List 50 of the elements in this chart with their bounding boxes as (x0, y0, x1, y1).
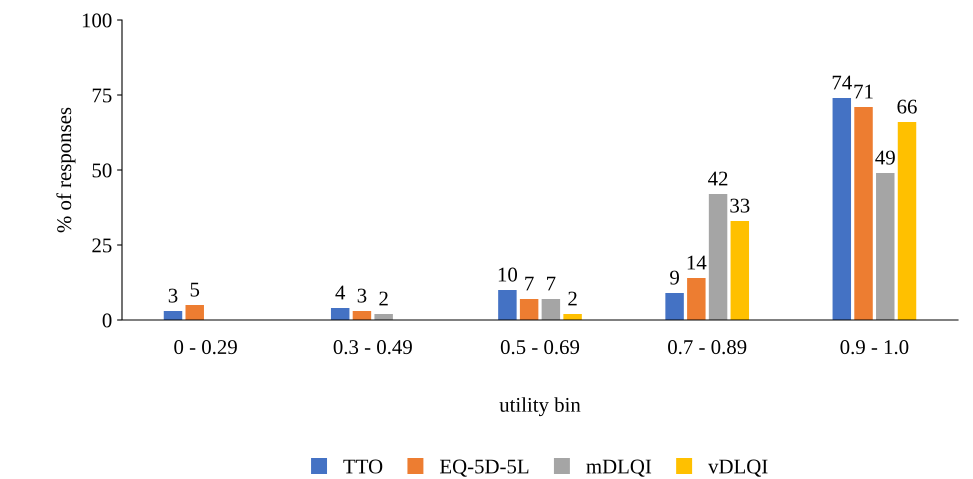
x-tick-label: 0.3 - 0.49 (334, 340, 412, 354)
data-label: 14 (688, 256, 706, 270)
bar (352, 311, 372, 320)
data-label: 66 (897, 100, 917, 114)
data-label: 33 (730, 198, 750, 213)
y-tick-label: 100 (82, 13, 112, 28)
x-tick-label: 0.9 - 1.0 (840, 340, 908, 354)
legend-label: EQ-5D-5L (440, 460, 528, 477)
bar (185, 305, 204, 320)
bar (730, 221, 750, 320)
bar (854, 107, 873, 320)
data-label: 9 (670, 270, 679, 285)
data-label: 7 (525, 276, 534, 290)
legend-label: vDLQI (708, 460, 768, 477)
data-label: 2 (379, 292, 388, 306)
data-label: 74 (832, 76, 852, 90)
y-tick-label: 50 (92, 163, 112, 178)
legend-label: TTO (343, 460, 382, 474)
data-label: 71 (854, 84, 873, 98)
bar (164, 311, 182, 320)
bar (542, 299, 560, 320)
y-tick-label: 0 (102, 313, 112, 328)
data-label: 7 (547, 276, 556, 290)
bar (374, 314, 393, 320)
data-label: 42 (708, 172, 728, 186)
bar (708, 194, 728, 320)
bar (876, 173, 895, 320)
data-label: 10 (498, 268, 518, 282)
data-label: 2 (568, 292, 577, 306)
bar (832, 98, 852, 320)
data-label: 4 (335, 286, 346, 300)
bar (898, 122, 916, 320)
bar (330, 308, 350, 320)
legend-label: mDLQI (586, 460, 652, 477)
y-axis-title: % of responses (56, 108, 76, 232)
x-axis-title: utility bin (499, 397, 580, 416)
data-label: 3 (168, 288, 178, 303)
bar (687, 278, 706, 320)
x-tick-label: 0.7 - 0.89 (668, 340, 746, 354)
data-label: 49 (875, 150, 895, 165)
data-label: 3 (358, 288, 366, 303)
data-label: 5 (190, 282, 200, 297)
y-tick-label: 25 (92, 238, 112, 252)
bar (563, 314, 582, 320)
bar (498, 290, 517, 320)
x-tick-label: 0 - 0.29 (174, 340, 237, 354)
x-tick-label: 0.5 - 0.69 (500, 340, 580, 354)
bar (520, 299, 538, 320)
bar (665, 293, 684, 320)
y-tick-label: 75 (92, 88, 112, 102)
